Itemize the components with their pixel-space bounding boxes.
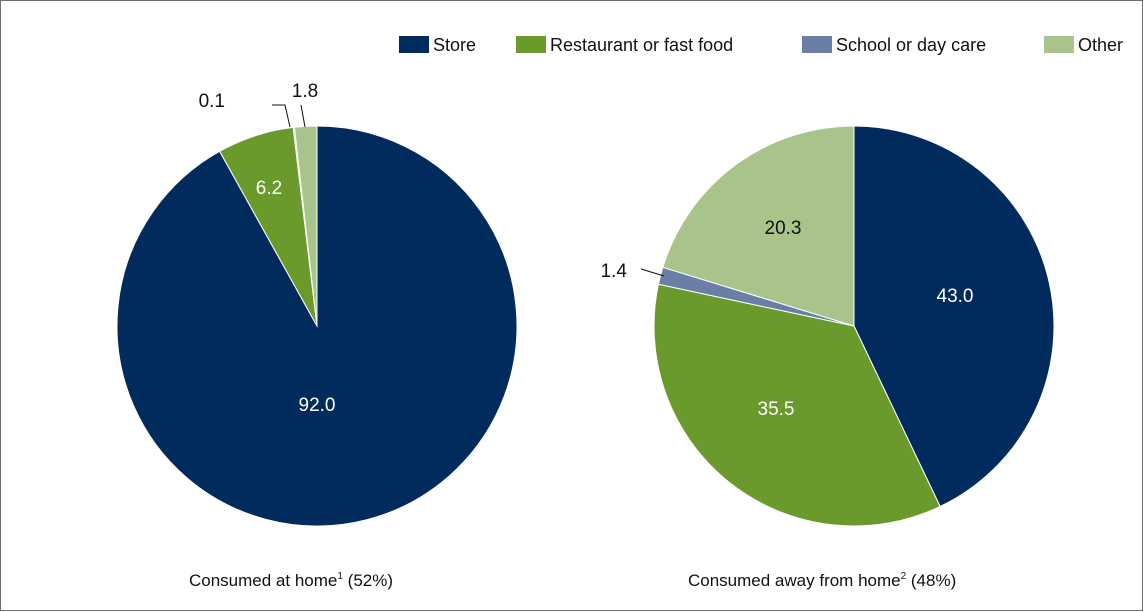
legend-swatch-other <box>1044 36 1074 53</box>
data-label-store: 92.0 <box>299 395 336 416</box>
legend-swatch-store <box>399 36 429 53</box>
data-label-restaurant: 35.5 <box>758 399 795 420</box>
legend-label-store: Store <box>433 35 476 55</box>
pie-slice-store <box>853 125 1055 508</box>
pie-consumed-away-from-home: 43.0 35.5 1.4 20.3 <box>601 125 1055 527</box>
data-label-other: 20.3 <box>765 218 802 239</box>
data-label-restaurant: 6.2 <box>256 178 282 199</box>
legend: Store Restaurant or fast food School or … <box>399 35 1123 55</box>
caption-away-main: Consumed away from home <box>688 571 901 590</box>
data-label-school: 1.4 <box>601 261 628 282</box>
caption-consumed-at-home: Consumed at home1 (52%) <box>189 571 393 590</box>
caption-away-share: (48%) <box>906 571 956 590</box>
caption-away-footnote: 2 <box>901 571 907 582</box>
data-label-school: 0.1 <box>199 91 225 112</box>
pie-slice-restaurant <box>653 283 941 527</box>
legend-label-other: Other <box>1078 35 1123 55</box>
caption-consumed-away: Consumed away from home2 (48%) <box>688 571 956 590</box>
leader-line-school <box>640 268 665 277</box>
pie-slice-other <box>662 125 855 327</box>
caption-home-main: Consumed at home <box>189 571 337 590</box>
caption-home-footnote: 1 <box>337 571 343 582</box>
legend-swatch-school <box>802 36 832 53</box>
caption-home-share: (52%) <box>343 571 393 590</box>
pie-slice-other <box>293 125 318 327</box>
legend-swatch-restaurant <box>516 36 546 53</box>
legend-label-school: School or day care <box>836 35 986 55</box>
pie-consumed-at-home: 92.0 6.2 0.1 1.8 <box>116 81 518 527</box>
legend-label-restaurant: Restaurant or fast food <box>550 35 733 55</box>
leader-line-other <box>300 104 306 128</box>
leader-line-school <box>272 104 291 128</box>
data-label-other: 1.8 <box>292 81 318 102</box>
data-label-store: 43.0 <box>937 286 974 307</box>
